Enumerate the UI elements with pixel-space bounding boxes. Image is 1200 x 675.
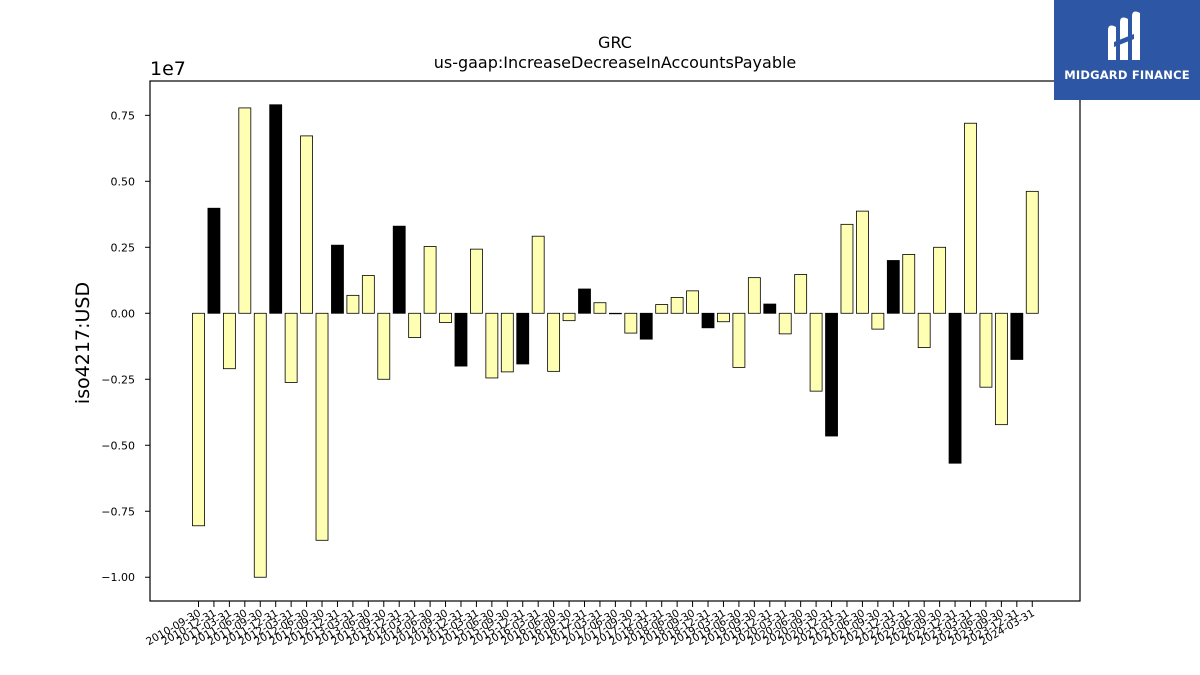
- bar-2013-09-30: [377, 312, 391, 380]
- bar-2018-12-31: [701, 312, 715, 329]
- bar-2011-03-31: [222, 312, 236, 370]
- bar-2015-12-31: [516, 312, 530, 365]
- bar-2015-09-30: [500, 312, 514, 373]
- bar-2015-06-30: [485, 312, 499, 379]
- y-tick-label: −0.25: [101, 373, 135, 386]
- bar-2020-12-31: [825, 312, 838, 437]
- x-ticks-group: 2010-09-302010-12-312011-03-312011-06-30…: [144, 601, 1037, 648]
- plot-frame: [149, 80, 1081, 602]
- bar-2017-09-30: [624, 312, 638, 334]
- bar-2011-09-30: [253, 312, 267, 578]
- bar-2022-06-30: [917, 312, 931, 348]
- bar-2014-06-30: [423, 246, 437, 314]
- y-tick-label: 0.50: [111, 175, 136, 188]
- chart-title: GRC: [598, 33, 632, 52]
- bar-2014-12-31: [454, 312, 468, 367]
- bar-2013-03-31: [346, 294, 360, 314]
- bar-2017-03-31: [593, 302, 607, 314]
- bar-2020-06-30: [794, 274, 808, 314]
- bar-2014-09-30: [439, 312, 452, 323]
- bar-2017-06-30: [608, 312, 622, 315]
- y-tick-label: 0.00: [111, 307, 136, 320]
- bar-2011-12-31: [269, 104, 283, 314]
- bar-2018-06-30: [670, 297, 684, 314]
- chart-subtitle: us-gaap:IncreaseDecreaseInAccountsPayabl…: [434, 53, 797, 72]
- y-tick-label: −0.50: [101, 439, 135, 452]
- bar-2021-06-30: [856, 210, 869, 314]
- midgard-finance-logo: MIDGARD FINANCE: [1054, 0, 1200, 100]
- bar-2024-03-31: [1025, 190, 1039, 314]
- bar-2023-09-30: [994, 312, 1008, 426]
- bar-2019-12-31: [763, 303, 777, 314]
- bar-2021-09-30: [871, 312, 885, 330]
- bar-2023-06-30: [979, 312, 993, 388]
- bar-2012-12-31: [331, 244, 344, 314]
- bar-2016-12-31: [578, 288, 591, 314]
- bar-2019-09-30: [747, 277, 761, 314]
- bar-2022-03-31: [902, 254, 916, 314]
- bars-group: [192, 104, 1039, 578]
- bar-2022-12-31: [948, 312, 962, 464]
- bar-2015-03-31: [470, 248, 483, 314]
- y-ticks-group: −1.00 −0.75 −0.50 −0.25 0.00 0.25 0.50 0.75: [101, 109, 150, 584]
- y-tick-label: 0.75: [111, 109, 136, 122]
- bar-2011-06-30: [238, 107, 252, 314]
- y-tick-label: 0.25: [111, 241, 136, 254]
- y-axis-label: iso4217:USD: [72, 282, 94, 404]
- bar-2021-12-31: [886, 260, 900, 314]
- bar-2020-03-31: [778, 312, 792, 335]
- bar-2023-03-31: [964, 122, 977, 314]
- bar-2010-09-30: [192, 312, 205, 527]
- bar-2010-12-31: [207, 207, 221, 314]
- bar-2023-12-31: [1010, 312, 1024, 360]
- bar-2012-09-30: [315, 312, 329, 541]
- bar-2019-06-30: [732, 312, 746, 368]
- bar-2013-06-30: [361, 275, 375, 314]
- bar-2012-06-30: [300, 135, 313, 314]
- bar-2022-09-30: [933, 246, 947, 314]
- logo-text: MIDGARD FINANCE: [1064, 68, 1190, 82]
- bar-2014-03-31: [408, 312, 422, 338]
- bar-2016-06-30: [547, 312, 561, 372]
- y-tick-label: −1.00: [101, 571, 135, 584]
- bar-2017-12-31: [639, 312, 653, 340]
- logo-mark-icon: [1108, 11, 1140, 60]
- y-scale-label: 1e7: [150, 58, 186, 80]
- bar-2013-12-31: [392, 225, 406, 314]
- bar-2018-09-30: [686, 290, 699, 314]
- bar-2016-09-30: [562, 312, 576, 322]
- bar-2016-03-31: [531, 235, 545, 314]
- y-tick-label: −0.75: [101, 505, 135, 518]
- bar-2018-03-31: [655, 304, 669, 314]
- bar-2012-03-31: [284, 312, 298, 383]
- bar-2019-03-31: [717, 312, 730, 323]
- bar-2021-03-31: [840, 223, 854, 314]
- bar-2020-09-30: [809, 312, 823, 392]
